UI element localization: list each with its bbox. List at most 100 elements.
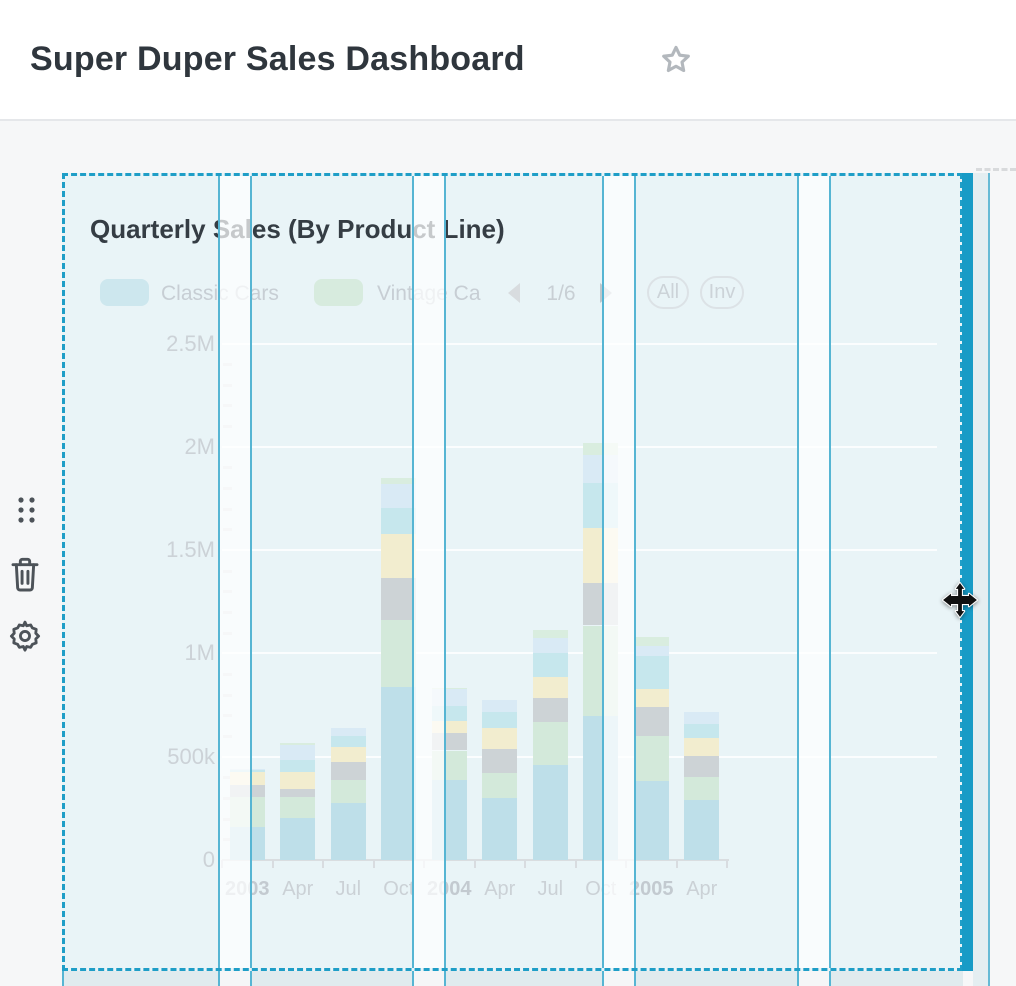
bar-segment [684,777,720,801]
grid-gutter [602,971,636,986]
bar-segment [633,707,669,737]
bar-segment [330,746,366,763]
x-axis-tick [524,860,526,868]
bar-segment [684,712,720,724]
legend-select-all-button[interactable]: All [647,276,689,309]
y-axis-label: 2.5M [166,330,215,356]
y-axis-label: 0 [202,847,215,872]
legend-prev-page-icon[interactable] [506,282,522,304]
bar-segment [633,646,669,657]
y-gridline [222,652,937,655]
bar-segment [280,742,316,745]
x-axis-tick [271,860,274,868]
bar-segment [532,638,568,654]
bar-segment [532,721,568,765]
dashboard-card[interactable]: Quarterly Sales (By Product Line) Classi… [62,173,963,971]
x-axis-tick [322,860,324,868]
bar-segment [381,478,417,485]
bar-segment [482,749,518,774]
favorite-star-icon[interactable] [658,42,694,78]
bar-segment [532,677,568,698]
bar-segment [330,727,366,736]
bar-segment [431,687,467,689]
bar-segment [280,796,316,818]
card-ghost-outline [976,168,1016,171]
grid-gutter [218,176,252,968]
y-axis-label: 1.5M [166,537,215,563]
y-axis-label: 500k [167,743,215,769]
bar-segment [482,798,518,860]
legend-swatch-vintage-cars[interactable] [314,279,363,306]
grid-row-below [62,971,963,986]
x-axis-label: Apr [686,878,718,900]
grid-gutter [412,971,446,986]
x-axis-label: Apr [282,878,314,900]
bar-segment [381,534,417,578]
bar-segment [330,762,366,781]
legend-page-indicator: 1/6 [546,282,576,305]
gear-icon[interactable] [8,618,42,654]
bar-segment [482,699,518,713]
y-gridline [222,342,937,345]
legend-swatch-classic-cars[interactable] [100,279,149,306]
bar-segment [381,620,417,688]
grid-gutter [412,176,446,968]
bar-segment [633,781,669,860]
grid-column-stripe [973,173,990,986]
bar-segment [532,697,568,722]
bar-segment [381,508,417,535]
x-axis-tick [726,860,728,868]
grid-gutter [797,176,831,968]
bar-segment [684,737,720,756]
bar-segment [532,764,568,860]
bar-segment [684,755,720,778]
y-gridline [222,549,937,552]
grid-gutter [602,176,636,968]
bar-segment [633,637,669,647]
x-axis-tick [675,860,678,868]
move-cursor [942,582,978,618]
bar-segment [482,773,518,798]
grid-gutter [797,971,831,986]
bar-segment [482,727,518,750]
bar-segment [280,788,316,797]
x-axis-label: Jul [537,878,564,900]
x-axis-label: Apr [484,878,516,900]
dashboard-header: Super Duper Sales Dashboard [0,0,1016,121]
y-axis-label: 1M [184,640,215,666]
x-axis-label: Oct [383,878,415,900]
bar-segment [633,656,669,690]
x-axis-label: Jul [335,878,362,900]
bar-segment [280,759,316,772]
bar-segment [330,803,366,860]
bar-segment [583,443,619,456]
bar-segment [280,771,316,789]
bar-segment [381,484,417,509]
bar-segment [330,735,366,747]
x-axis-label: 2005 [629,878,674,900]
drag-handle-icon[interactable] [16,496,38,526]
bar-segment [280,744,316,760]
page-title: Super Duper Sales Dashboard [30,40,525,78]
bar-segment [381,687,417,860]
card-resize-edge[interactable] [962,173,973,971]
bar-segment [633,689,669,708]
bar-segment [633,736,669,782]
bar-segment [532,653,568,678]
legend-inverse-button[interactable]: Inv [700,276,744,309]
bar-segment [330,780,366,804]
x-axis-tick [574,860,577,868]
y-gridline [222,755,937,758]
trash-icon[interactable] [9,555,41,593]
bar-segment [381,577,417,621]
bar-segment [532,630,568,639]
x-axis-tick [372,860,375,868]
bar-segment [684,723,720,738]
bar-segment [280,817,316,860]
bar-segment [482,712,518,728]
y-gridline [222,445,937,448]
grid-gutter [218,971,252,986]
x-axis-tick [473,860,476,868]
y-axis-label: 2M [184,433,215,459]
